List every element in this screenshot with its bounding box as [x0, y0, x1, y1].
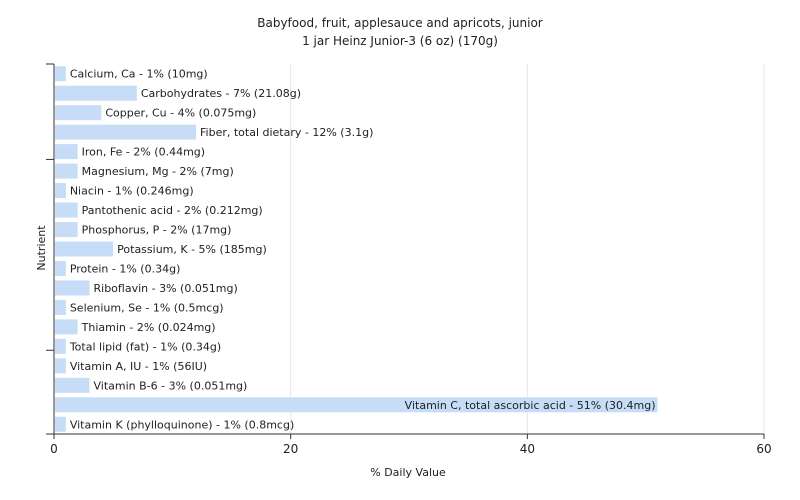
bar	[55, 222, 78, 238]
bar	[55, 202, 78, 218]
bar	[55, 338, 66, 354]
bar-label: Carbohydrates - 7% (21.08g)	[141, 87, 301, 100]
bars	[55, 66, 658, 432]
bar-label: Iron, Fe - 2% (0.44mg)	[82, 146, 205, 159]
bar	[55, 163, 78, 179]
bar-label: Total lipid (fat) - 1% (0.34g)	[69, 340, 221, 353]
bar-label: Vitamin A, IU - 1% (56IU)	[70, 360, 207, 373]
bar	[55, 397, 658, 413]
bar	[55, 377, 90, 393]
bar	[55, 319, 78, 335]
bar-label: Selenium, Se - 1% (0.5mcg)	[70, 301, 224, 314]
chart-title: Babyfood, fruit, applesauce and apricots…	[257, 16, 543, 30]
bar	[55, 183, 66, 199]
x-tick-label: 0	[50, 442, 58, 456]
bar-label: Pantothenic acid - 2% (0.212mg)	[82, 204, 263, 217]
bar	[55, 280, 90, 296]
bar-label: Vitamin B-6 - 3% (0.051mg)	[94, 379, 248, 392]
axes	[46, 63, 765, 439]
bar-label: Niacin - 1% (0.246mg)	[70, 185, 194, 198]
chart-subtitle: 1 jar Heinz Junior-3 (6 oz) (170g)	[302, 34, 498, 48]
bar-label: Copper, Cu - 4% (0.075mg)	[105, 107, 256, 120]
bar	[55, 299, 66, 315]
bar-label: Protein - 1% (0.34g)	[70, 262, 181, 275]
x-tick-label: 40	[520, 442, 535, 456]
bar-label: Potassium, K - 5% (185mg)	[117, 243, 267, 256]
bar	[55, 124, 196, 140]
bar	[55, 358, 66, 374]
bar-label: Calcium, Ca - 1% (10mg)	[70, 68, 208, 81]
bar	[55, 144, 78, 160]
bar-label: Vitamin C, total ascorbic acid - 51% (30…	[405, 399, 656, 412]
x-tick-label: 60	[756, 442, 771, 456]
bar-label: Riboflavin - 3% (0.051mg)	[94, 282, 238, 295]
bar-label: Thiamin - 2% (0.024mg)	[81, 321, 216, 334]
bar-label: Phosphorus, P - 2% (17mg)	[82, 224, 232, 237]
bar-labels: Calcium, Ca - 1% (10mg) Carbohydrates - 7…	[69, 68, 656, 432]
bar	[55, 85, 137, 101]
bar-label: Vitamin K (phylloquinone) - 1% (0.8mcg)	[70, 418, 294, 431]
x-axis-label: % Daily Value	[370, 466, 446, 479]
bar-label: Fiber, total dietary - 12% (3.1g)	[200, 126, 373, 139]
grid-lines	[290, 64, 765, 434]
x-tick-labels: 0 20 40 60	[50, 442, 771, 456]
bar	[55, 416, 66, 432]
bar	[55, 105, 102, 121]
x-tick-label: 20	[283, 442, 298, 456]
bar	[55, 66, 66, 82]
bar	[55, 241, 114, 257]
y-axis-label: Nutrient	[35, 225, 48, 271]
bar-label: Magnesium, Mg - 2% (7mg)	[82, 165, 234, 178]
bar	[55, 260, 66, 276]
